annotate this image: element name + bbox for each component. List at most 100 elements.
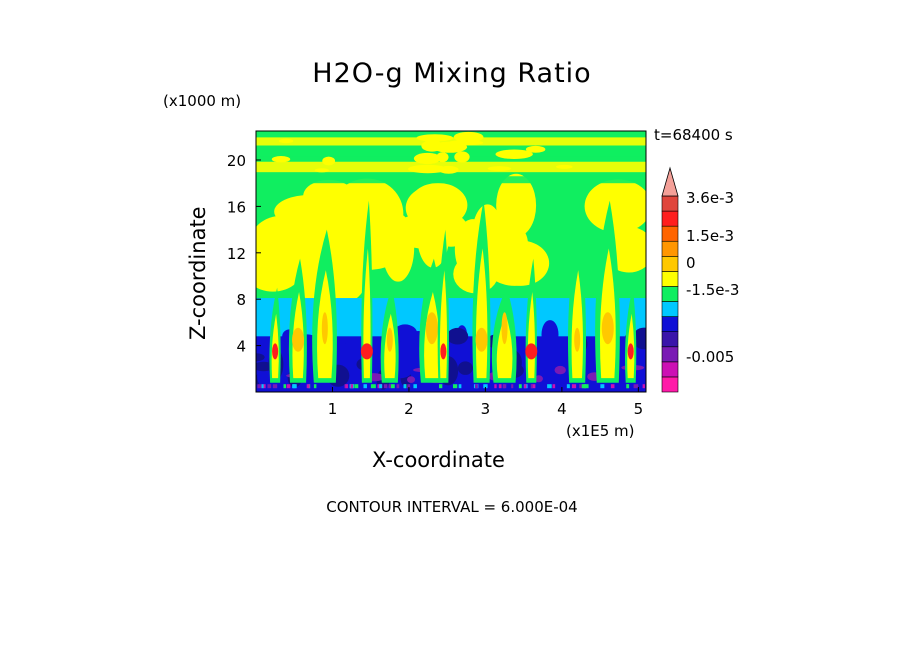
surface-speckle <box>583 384 589 389</box>
contour-interval-label: CONTOUR INTERVAL = 6.000E-04 <box>326 498 578 516</box>
x-tick-label: 5 <box>634 400 644 418</box>
top-streak <box>416 134 454 142</box>
surface-speckle <box>379 384 383 389</box>
dry-cell <box>541 320 559 349</box>
colorbar-label: 3.6e-3 <box>686 189 734 207</box>
surface-speckle <box>286 384 291 389</box>
surface-speckle <box>633 384 639 389</box>
top-streak <box>271 156 291 163</box>
top-streak <box>487 166 512 172</box>
colorbar-segment <box>661 256 679 272</box>
surface-speckle <box>511 384 514 389</box>
surface-speckle <box>272 384 278 389</box>
plume-hot-core <box>475 327 488 352</box>
y-tick-label: 8 <box>236 291 246 309</box>
surface-speckle <box>518 384 522 389</box>
plume-hot-core <box>440 343 447 360</box>
colorbar-label: 0 <box>686 254 696 272</box>
surface-speckle <box>502 384 506 389</box>
surface-speckle <box>313 384 317 389</box>
colorbar-segment <box>661 331 679 348</box>
dry-cell <box>446 327 469 345</box>
plume-core <box>571 270 583 379</box>
colorbar-segment <box>661 240 679 257</box>
surface-speckle <box>388 384 391 389</box>
moist-blob <box>496 173 537 237</box>
moist-blob <box>408 182 468 228</box>
dry-cell <box>517 338 526 353</box>
colorbar-arrow <box>661 166 679 197</box>
x-tick-label: 1 <box>328 400 338 418</box>
colorbar-segment <box>661 361 679 378</box>
moist-blob <box>351 178 380 218</box>
colorbar-segment <box>661 225 679 242</box>
plume-hot-core <box>574 327 581 352</box>
surface-speckle <box>257 384 263 389</box>
colorbar-segment <box>661 271 679 287</box>
y-axis-ticks: 4 8 12 16 20 <box>227 152 261 356</box>
surface-speckle <box>403 384 406 389</box>
plume-hot-core <box>525 343 538 360</box>
surface-speckle <box>552 384 556 389</box>
surface-speckle <box>306 384 310 389</box>
y-tick-label: 20 <box>227 152 246 170</box>
surface-speckle <box>396 384 400 389</box>
top-streak <box>525 145 546 153</box>
plume-hot-core <box>501 312 508 345</box>
plume-hot-core <box>272 343 279 360</box>
y-axis-unit: (x1000 m) <box>163 92 242 110</box>
colorbar-segment <box>661 210 679 227</box>
plume-hot-core <box>321 312 328 345</box>
surface-speckle <box>600 384 605 389</box>
plume-hot-core <box>292 327 305 352</box>
surface-speckle <box>363 384 367 389</box>
top-streak <box>314 168 329 173</box>
surface-speckle <box>350 384 354 389</box>
x-axis-ticks: 1 2 3 4 5 <box>328 387 643 418</box>
top-streak <box>278 138 294 144</box>
top-streak <box>556 164 573 169</box>
surface-speckle <box>524 384 527 389</box>
chart-title: H2O-g Mixing Ratio <box>312 58 592 89</box>
colorbar-segment <box>661 346 679 363</box>
surface-speckle <box>547 384 552 389</box>
top-streak <box>433 141 468 153</box>
top-streak <box>454 151 470 163</box>
surface-speckle <box>267 384 272 389</box>
surface-speckle <box>383 384 388 389</box>
top-streak <box>495 149 533 159</box>
very-dry-cell <box>534 375 543 383</box>
surface-speckle <box>566 384 570 389</box>
plume-hot-core <box>425 312 438 345</box>
plot-frame <box>255 130 647 393</box>
plume-core <box>496 313 513 379</box>
surface-speckle <box>642 384 645 389</box>
surface-speckle <box>452 384 458 389</box>
surface-speckle <box>483 384 488 389</box>
surface-speckle <box>438 384 443 389</box>
surface-speckle <box>283 384 286 389</box>
surface-speckle <box>407 384 411 389</box>
y-tick-label: 12 <box>227 245 246 263</box>
colorbar-segment <box>661 316 679 332</box>
top-streak <box>453 131 484 143</box>
surface-speckle <box>530 384 533 389</box>
y-axis-label: Z-coordinate <box>186 206 210 340</box>
y-tick-label: 4 <box>236 338 246 356</box>
dry-cell <box>393 324 418 343</box>
dry-cell <box>256 353 265 362</box>
x-axis-unit: (x1E5 m) <box>566 422 635 440</box>
plume-hot-core <box>386 327 393 352</box>
contour-field <box>256 131 646 392</box>
y-tick-label: 16 <box>227 198 246 216</box>
very-dry-cell <box>407 376 416 383</box>
surface-speckle <box>579 384 585 389</box>
colorbar-label: -1.5e-3 <box>686 281 739 299</box>
surface-speckle <box>263 384 266 389</box>
colorbar-segment <box>661 376 679 393</box>
surface-speckle <box>292 384 297 389</box>
plume-hot-core <box>601 312 614 345</box>
surface-speckle <box>370 384 376 389</box>
surface-speckle <box>458 384 462 389</box>
